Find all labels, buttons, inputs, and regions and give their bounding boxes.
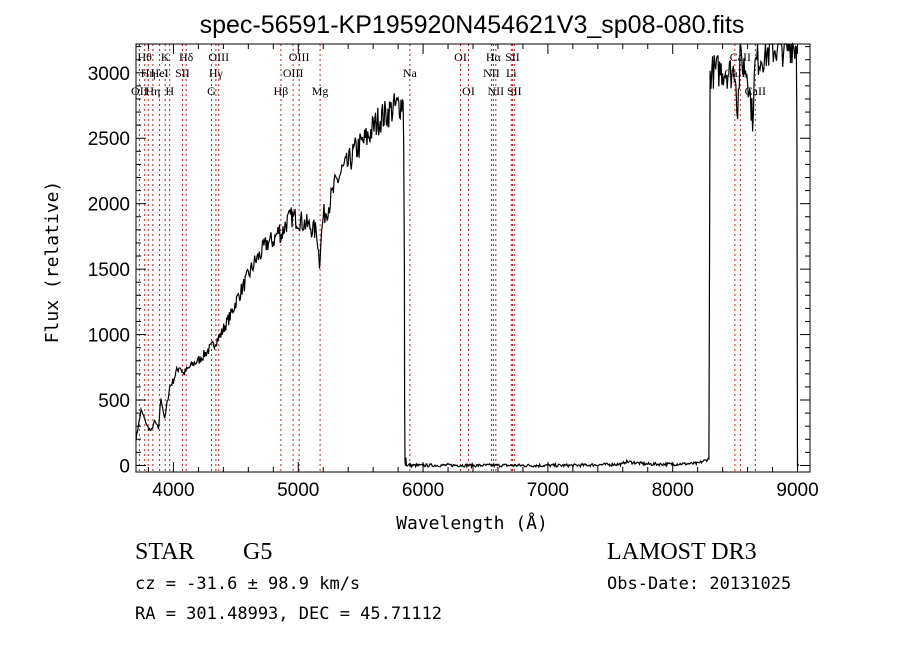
x-tick-label: 7000 bbox=[527, 480, 569, 501]
spectral-line-labels: OIIHθHηHηHeIKHSIIHδGHγOIIIHβOIIIOIIIMgNa… bbox=[131, 50, 766, 98]
spectral-line-label: OI bbox=[454, 50, 467, 64]
spectral-line-label: OI bbox=[462, 84, 475, 98]
spectral-line-label: K bbox=[161, 50, 170, 64]
x-tick-label: 5000 bbox=[277, 480, 319, 501]
x-tick-label: 6000 bbox=[402, 480, 444, 501]
spectral-line-label: SII bbox=[175, 66, 190, 80]
y-axis-ticks: 0 500 1000 1500 2000 2500 3000 bbox=[88, 46, 810, 477]
spectral-line-label: Mg bbox=[312, 84, 329, 98]
x-tick-label: 8000 bbox=[652, 480, 694, 501]
y-tick-label: 0 bbox=[119, 456, 130, 477]
x-axis-label: Wavelength (Å) bbox=[396, 512, 548, 534]
spectral-line-label: OIII bbox=[208, 50, 229, 64]
survey-name: LAMOST DR3 bbox=[607, 539, 757, 565]
object-class: STAR bbox=[135, 539, 194, 565]
object-subclass: G5 bbox=[243, 539, 272, 565]
spectral-line-label: Na bbox=[403, 66, 418, 80]
coordinates-readout: RA = 301.48993, DEC = 45.71112 bbox=[135, 604, 442, 624]
spectral-line-label: OIII bbox=[283, 66, 304, 80]
x-tick-label: 4000 bbox=[152, 480, 194, 501]
y-axis-label: Flux (relative) bbox=[42, 181, 63, 344]
spectral-line-label: Hη bbox=[141, 66, 156, 80]
spectral-line-label: NII bbox=[483, 66, 500, 80]
y-tick-label: 1000 bbox=[88, 326, 130, 347]
chart-title: spec-56591-KP195920N454621V3_sp08-080.fi… bbox=[200, 11, 745, 39]
spectral-line-markers bbox=[138, 44, 756, 472]
y-tick-label: 1500 bbox=[88, 260, 130, 281]
spectral-line-label: Hη bbox=[145, 84, 160, 98]
spectral-line-label: OII bbox=[131, 84, 148, 98]
y-tick-label: 3000 bbox=[88, 64, 130, 85]
x-tick-label: 9000 bbox=[776, 480, 818, 501]
spectral-line-label: Hθ bbox=[138, 50, 153, 64]
spectral-line-label: H bbox=[165, 84, 174, 98]
spectrum-series-line bbox=[135, 41, 800, 470]
x-axis-ticks: 4000 5000 6000 7000 8000 9000 bbox=[147, 44, 819, 501]
y-tick-label: 2000 bbox=[88, 195, 130, 216]
y-tick-label: 2500 bbox=[88, 129, 130, 150]
spectral-line-label: HeI bbox=[151, 66, 169, 80]
spectral-line-label: Hδ bbox=[179, 50, 194, 64]
spectral-line-label: Hβ bbox=[274, 84, 289, 98]
y-tick-label: 500 bbox=[98, 391, 130, 412]
spectral-line-label: NII bbox=[488, 84, 505, 98]
spectral-line-label: Li bbox=[506, 66, 517, 80]
redshift-readout: cz = -31.6 ± 98.9 km/s bbox=[135, 574, 360, 594]
spectral-line-label: SII bbox=[505, 50, 520, 64]
spectral-line-label: SII bbox=[507, 84, 522, 98]
spectral-line-label: Hα bbox=[486, 50, 502, 64]
spectral-line-label: G bbox=[207, 84, 216, 98]
observation-date: Obs-Date: 20131025 bbox=[607, 574, 791, 594]
spectral-line-label: OIII bbox=[289, 50, 310, 64]
spectral-line-label: Hγ bbox=[209, 66, 224, 80]
